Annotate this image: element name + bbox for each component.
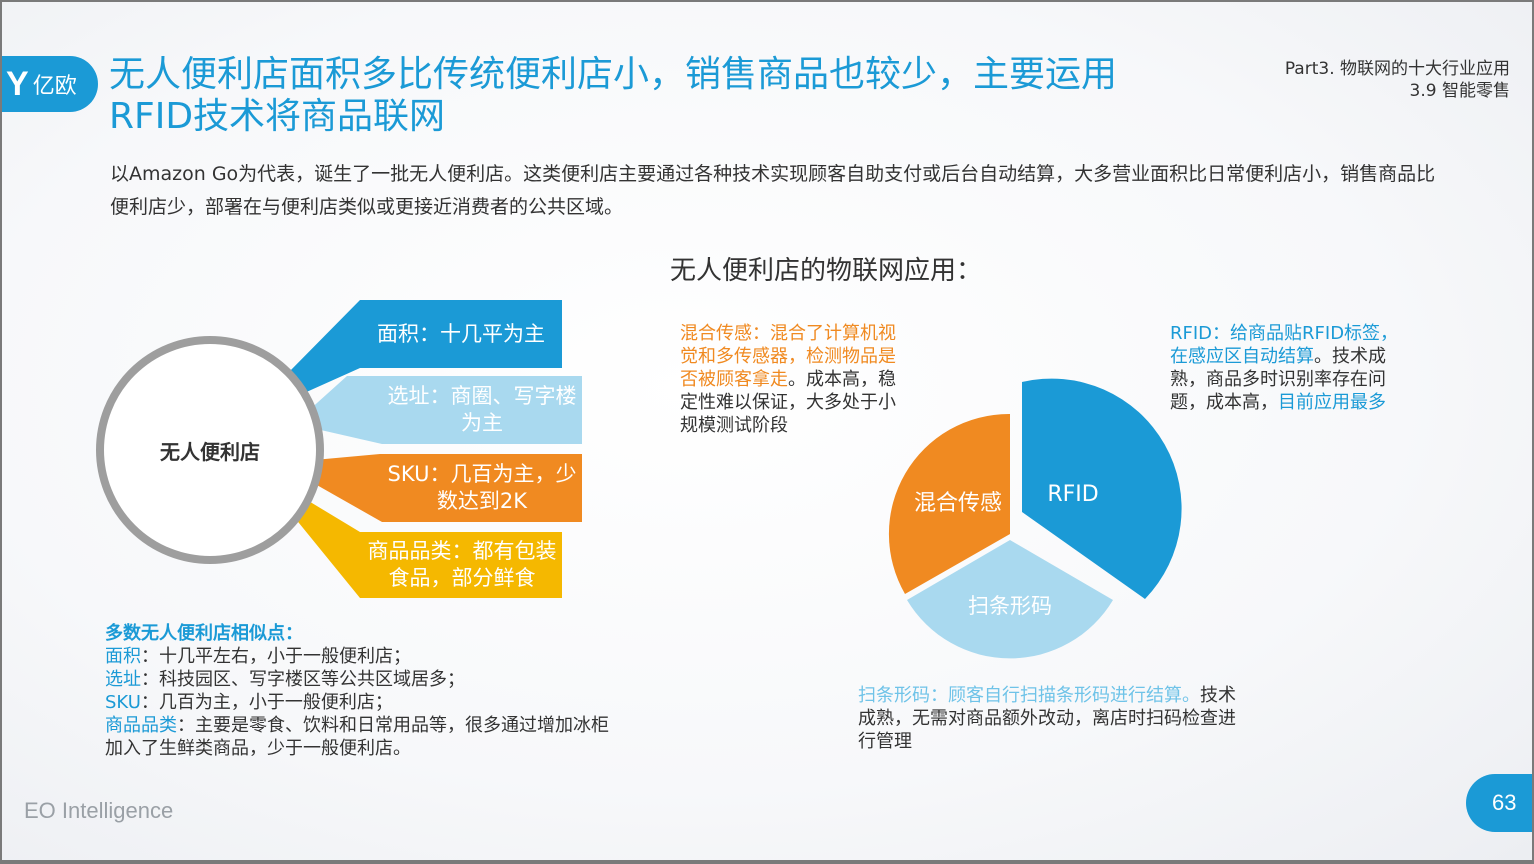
hub-shape-area (287, 300, 562, 394)
note-barcode-highlight: 扫条形码：顾客自行扫描条形码进行结算。 (858, 685, 1200, 706)
note-mixed-rest: 。成本高，稳定性难以保证，大多处于小规模测试阶段 (680, 369, 896, 436)
note-rfid-mid: 。技术成熟，商品多时识别率存在问题，成本高， (1170, 346, 1386, 413)
pie-label-mixed: 混合传感 (914, 491, 1003, 516)
pie-heading: 无人便利店的物联网应用： (670, 256, 983, 286)
pie-label-barcode: 扫条形码 (968, 593, 1052, 618)
note-barcode-rest: 技术成熟，无需对商品额外改动，离店时扫码检查进行管理 (858, 685, 1236, 752)
note-mixed-highlight: 混合传感：混合了计算机视觉和多传感器，检测物品是否被顾客拿走 (680, 323, 896, 390)
note-rfid: RFID：给商品贴RFID标签，在感应区自动结算。技术成熟，商品多时识别率存在问… (1170, 322, 1406, 414)
hub-shape-sku (308, 454, 582, 522)
pie-slice-barcode (907, 540, 1113, 659)
similarities-heading: 多数无人便利店相似点： (105, 623, 303, 644)
hub-label: 无人便利店 (160, 439, 260, 464)
similarity-text: ：主要是零食、饮料和日常用品等，很多通过增加冰柜加入了生鲜类商品，少于一般便利店… (105, 715, 609, 759)
pie-slice-mixed (888, 413, 1010, 594)
section-label-sub: 3.9 智能零售 (1409, 81, 1510, 101)
note-mixed: 混合传感：混合了计算机视觉和多传感器，检测物品是否被顾客拿走。成本高，稳定性难以… (680, 322, 906, 437)
similarities-block: 多数无人便利店相似点： 面积：十几平左右，小于一般便利店； 选址：科技园区、写字… (105, 622, 625, 760)
similarity-key: 面积 (105, 646, 141, 667)
hub-item-location: 选址：商圈、写字楼为主 (387, 384, 577, 435)
intro-text: 以Amazon Go为代表，诞生了一批无人便利店。这类便利店主要通过各种技术实现… (110, 163, 1436, 218)
logo: Y 亿欧 (2, 56, 98, 112)
similarity-text: ：科技园区、写字楼区等公共区域居多； (141, 669, 465, 690)
note-rfid-tail: 目前应用最多 (1278, 392, 1386, 413)
hub-item-sku: SKU：几百为主，少数达到2K (387, 462, 577, 513)
page-number: 63 (1466, 774, 1532, 832)
section-label-part: Part3. 物联网的十大行业应用 (1284, 59, 1510, 79)
page-title: 无人便利店面积多比传统便利店小，销售商品也较少，主要运用RFID技术将商品联网 (109, 54, 1118, 137)
section-label: Part3. 物联网的十大行业应用 3.9 智能零售 (1285, 58, 1510, 102)
similarity-key: SKU (105, 692, 141, 713)
similarity-row: 选址：科技园区、写字楼区等公共区域居多； (105, 668, 625, 691)
hub-item-area: 面积：十几平为主 (377, 321, 545, 346)
pie-slice-rfid (1022, 378, 1182, 599)
similarity-text: ：几百为主，小于一般便利店； (140, 692, 393, 713)
note-rfid-highlight: RFID：给商品贴RFID标签，在感应区自动结算 (1170, 323, 1399, 367)
logo-mark: Y (6, 64, 29, 103)
similarity-key: 商品品类 (105, 715, 177, 736)
similarity-row: SKU：几百为主，小于一般便利店； (105, 691, 625, 714)
similarity-row: 面积：十几平左右，小于一般便利店； (105, 645, 625, 668)
logo-text: 亿欧 (32, 74, 77, 99)
footer-brand: EO Intelligence (24, 798, 174, 823)
similarity-text: ：十几平左右，小于一般便利店； (141, 646, 411, 667)
note-barcode: 扫条形码：顾客自行扫描条形码进行结算。技术成熟，无需对商品额外改动，离店时扫码检… (858, 684, 1238, 753)
hub-shape-category (290, 497, 562, 598)
similarity-key: 选址 (105, 669, 141, 690)
hub-circle: 无人便利店 (96, 336, 324, 564)
hub-shape-location (307, 376, 582, 444)
pie-label-rfid: RFID (1047, 481, 1099, 507)
similarity-row: 商品品类：主要是零食、饮料和日常用品等，很多通过增加冰柜加入了生鲜类商品，少于一… (105, 714, 625, 760)
hub-item-category: 商品品类：都有包装食品，部分鲜食 (367, 539, 557, 590)
